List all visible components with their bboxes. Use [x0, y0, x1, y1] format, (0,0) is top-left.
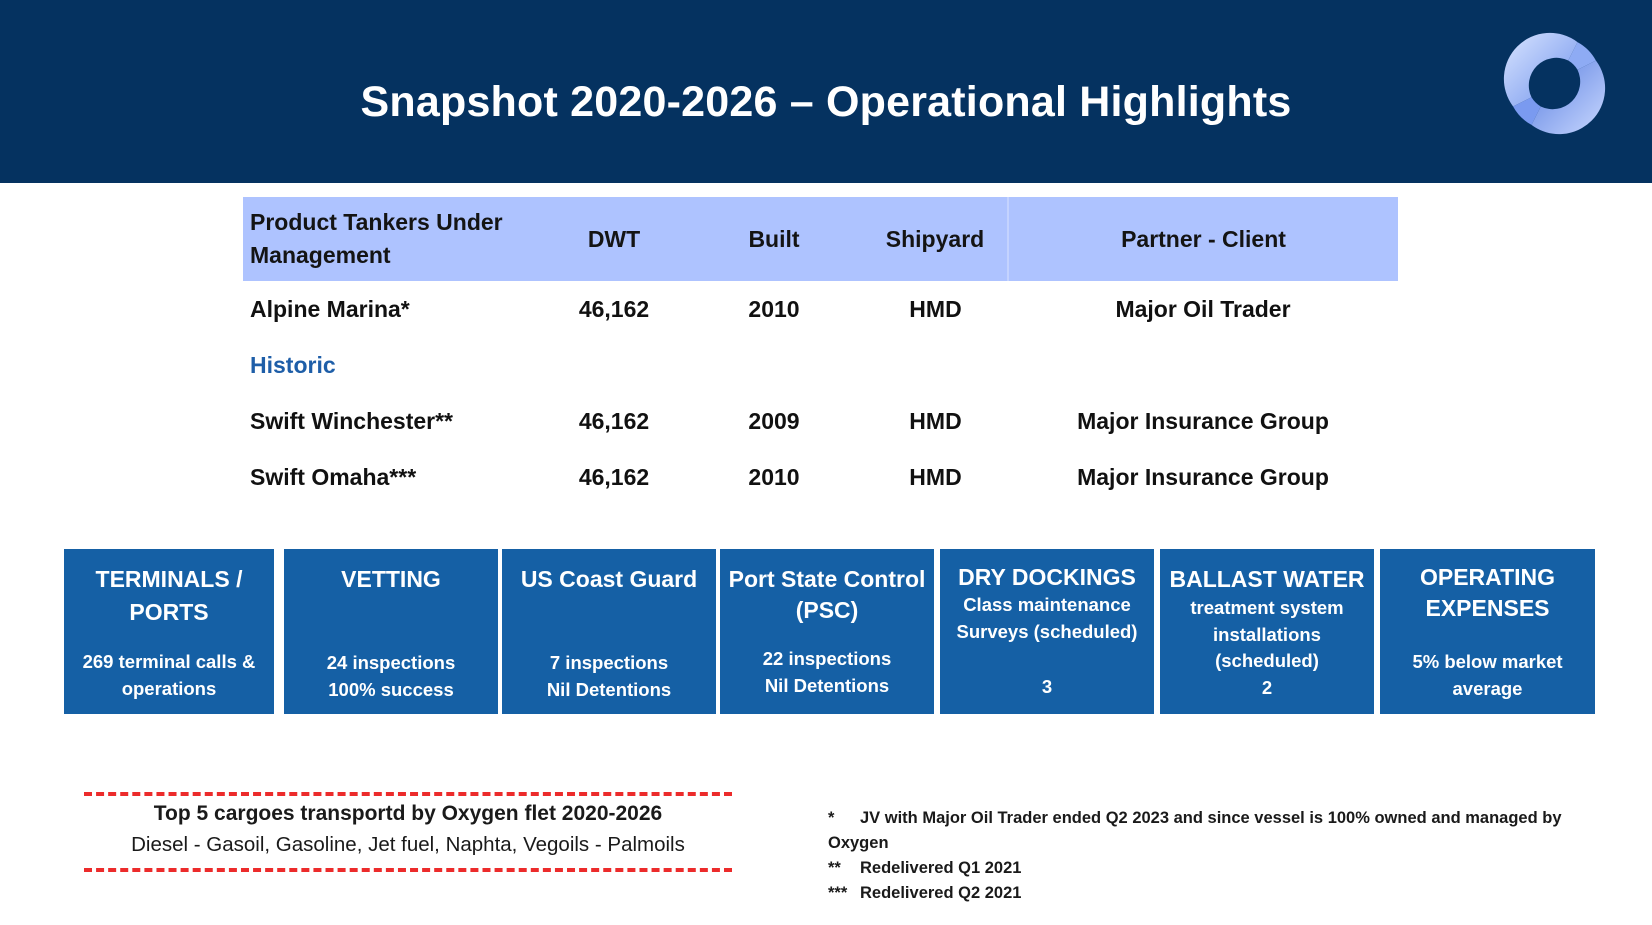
page-title: Snapshot 2020-2026 – Operational Highlig… [360, 78, 1292, 126]
table-row: Alpine Marina* 46,162 2010 HMD Major Oil… [243, 281, 1398, 337]
box-detail: 100% success [328, 679, 454, 700]
vessel-shipyard: HMD [909, 295, 962, 322]
box-title: TERMINALS / [95, 566, 243, 592]
box-detail: 5% below market [1412, 651, 1563, 672]
historic-section-row: Historic [243, 337, 1398, 393]
vessel-partner: Major Insurance Group [1077, 463, 1329, 490]
footnote-mark: *** [828, 884, 848, 902]
box-title: Port State Control [728, 566, 926, 592]
us-coast-guard-box: US Coast Guard 7 inspections Nil Detenti… [502, 549, 716, 714]
box-detail: Class maintenance [963, 594, 1131, 615]
historic-label: Historic [250, 351, 336, 378]
footnote-continuation: Oxygen [828, 834, 889, 852]
box-detail: installations [1213, 624, 1321, 645]
vessel-built: 2010 [748, 463, 800, 490]
vessel-name: Swift Winchester** [250, 407, 454, 434]
box-detail: Nil Detentions [546, 679, 672, 700]
box-detail: Surveys (scheduled) [956, 621, 1138, 642]
box-detail: 269 terminal calls & [82, 651, 256, 672]
footnote-text: Redelivered Q2 2021 [860, 884, 1022, 902]
box-detail: operations [121, 678, 217, 699]
footnote: ** Redelivered Q1 2021 [828, 856, 1652, 881]
ballast-water-box: BALLAST WATER treatment system installat… [1160, 549, 1374, 714]
box-title: (PSC) [795, 597, 859, 623]
footnotes: * JV with Major Oil Trader ended Q2 2023 … [828, 806, 1652, 906]
vessel-partner: Major Oil Trader [1115, 295, 1291, 322]
vessel-built: 2009 [748, 407, 800, 434]
column-header-vessel: Product Tankers Under Management [250, 209, 503, 268]
vessel-shipyard: HMD [909, 463, 962, 490]
vessel-dwt: 46,162 [578, 463, 650, 490]
column-header-partner: Partner - Client [1007, 197, 1398, 281]
vetting-box: VETTING 24 inspections 100% success [284, 549, 498, 714]
table-row: Swift Omaha*** 46,162 2010 HMD Major Ins… [243, 449, 1398, 505]
box-title: DRY DOCKINGS [958, 564, 1136, 590]
port-state-control-box: Port State Control (PSC) 22 inspections … [720, 549, 934, 714]
box-title: US Coast Guard [520, 566, 698, 592]
footnote-mark: * [828, 809, 835, 827]
operating-expenses-box: OPERATING EXPENSES 5% below market avera… [1380, 549, 1595, 714]
cargo-top-dashed-line [84, 792, 732, 796]
footnote-text: Redelivered Q1 2021 [860, 859, 1022, 877]
vessel-partner: Major Insurance Group [1077, 407, 1329, 434]
vessel-shipyard: HMD [909, 407, 962, 434]
column-header-shipyard: Shipyard [885, 225, 985, 252]
box-title: BALLAST WATER [1169, 566, 1365, 592]
box-detail: Nil Detentions [764, 675, 890, 696]
vessel-dwt: 46,162 [578, 295, 650, 322]
fleet-table: Product Tankers Under Management DWT Bui… [243, 197, 1398, 505]
box-detail: 22 inspections [762, 648, 892, 669]
vessel-dwt: 46,162 [578, 407, 650, 434]
rotating-ring-logo-icon [1503, 32, 1606, 135]
column-header-dwt: DWT [587, 225, 641, 252]
box-detail: (scheduled) [1215, 650, 1319, 671]
terminals-ports-box: TERMINALS / PORTS 269 terminal calls & o… [64, 549, 274, 714]
header-banner [0, 0, 1652, 183]
box-detail: average [1452, 678, 1523, 699]
cargo-bottom-dashed-line [84, 868, 732, 872]
table-row: Swift Winchester** 46,162 2009 HMD Major… [243, 393, 1398, 449]
box-title: VETTING [341, 566, 441, 592]
table-header-row: Product Tankers Under Management DWT Bui… [243, 197, 1398, 281]
vessel-name: Alpine Marina* [250, 295, 410, 322]
vessel-name: Swift Omaha*** [250, 463, 417, 490]
footnote: *** Redelivered Q2 2021 [828, 881, 1652, 906]
footnote-text: JV with Major Oil Trader ended Q2 2023 a… [860, 809, 1562, 827]
box-value: 3 [1041, 676, 1053, 697]
box-title: EXPENSES [1425, 595, 1550, 621]
box-title: PORTS [129, 599, 209, 625]
dry-dockings-box: DRY DOCKINGS Class maintenance Surveys (… [940, 549, 1154, 714]
highlight-boxes: TERMINALS / PORTS 269 terminal calls & o… [64, 549, 1595, 714]
column-header-built: Built [748, 225, 800, 252]
footnote: * JV with Major Oil Trader ended Q2 2023 … [828, 806, 1652, 831]
box-detail: treatment system [1190, 597, 1344, 618]
cargoes-list: Diesel - Gasoil, Gasoline, Jet fuel, Nap… [131, 833, 685, 856]
box-detail: 2 [1261, 677, 1273, 698]
box-detail: 24 inspections [326, 652, 456, 673]
cargoes-title: Top 5 cargoes transportd by Oxygen flet … [153, 802, 663, 825]
box-title: OPERATING [1419, 564, 1556, 590]
vessel-built: 2010 [748, 295, 800, 322]
box-detail: 7 inspections [549, 652, 669, 673]
footnote-mark: ** [828, 859, 841, 877]
